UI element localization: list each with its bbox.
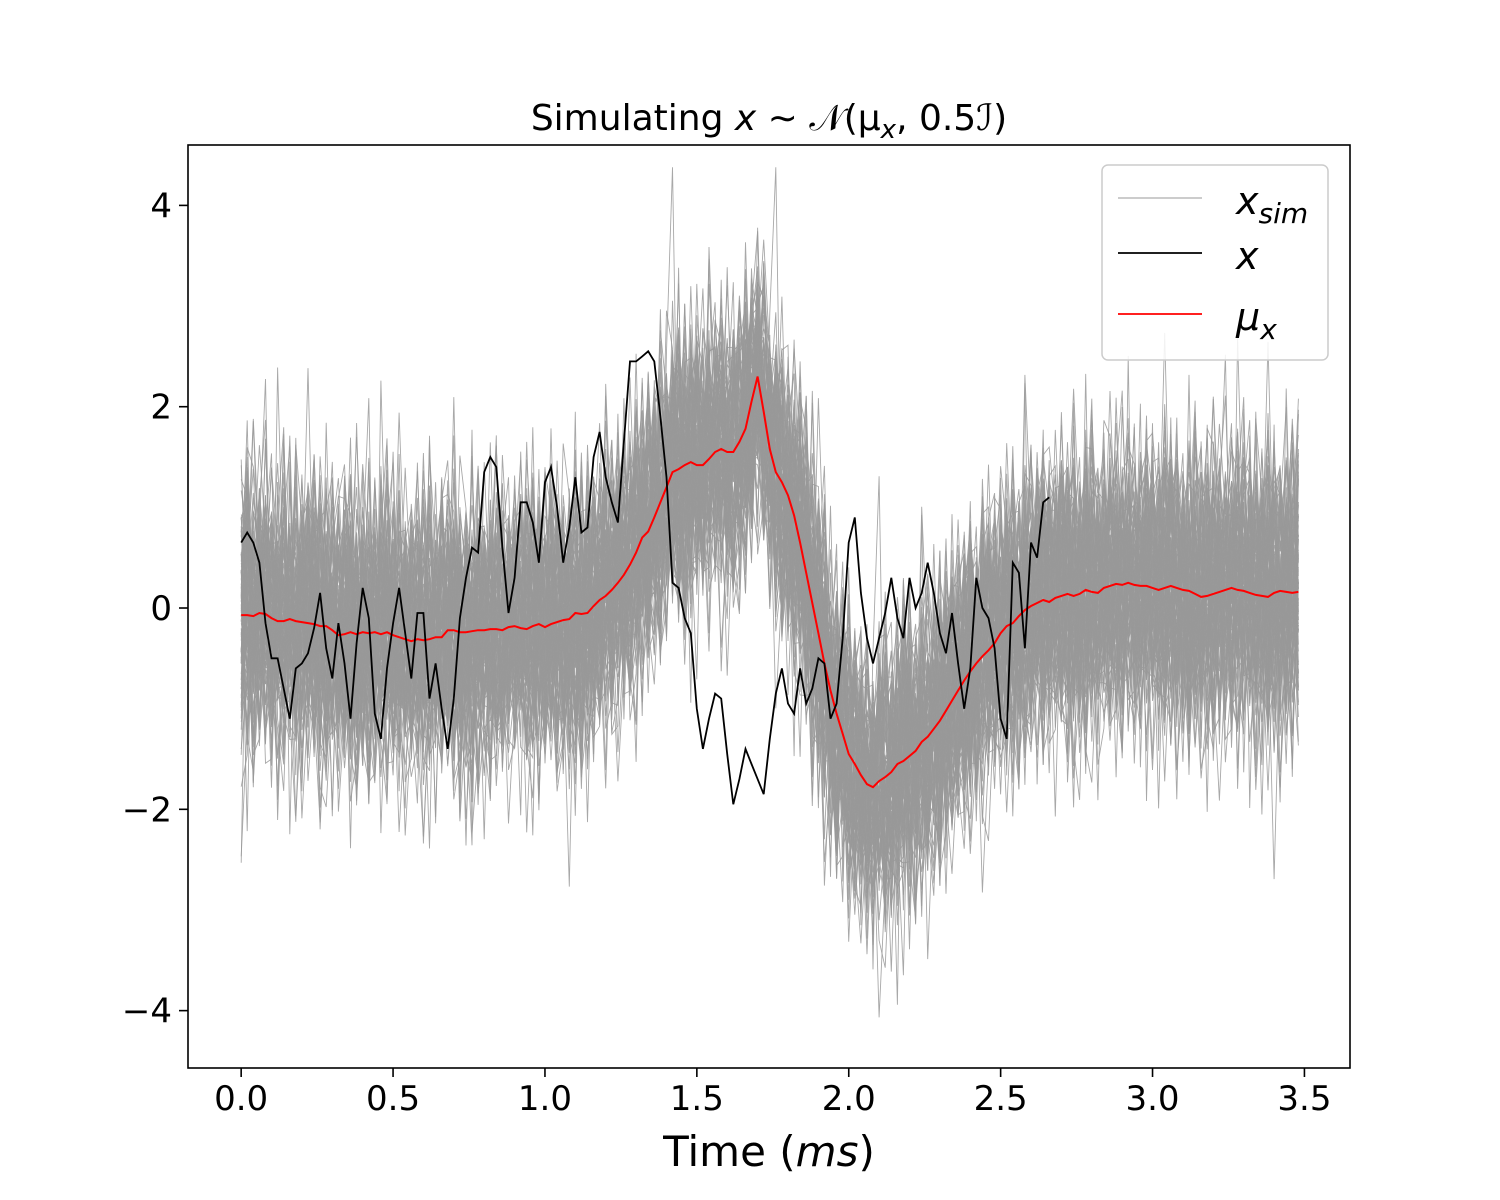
x-tick-label: 0.5 <box>366 1079 420 1119</box>
x-series-line <box>240 349 1050 805</box>
x-tick-label: 1.0 <box>518 1079 572 1119</box>
x-tick-label: 3.5 <box>1277 1079 1331 1119</box>
mu-x-series-line <box>241 376 1299 789</box>
title-var: x <box>734 98 757 139</box>
title-suffix: , 0.5ℐ) <box>896 98 1007 139</box>
sim-line <box>240 317 1299 914</box>
sim-line <box>240 285 1299 908</box>
x-line-group <box>240 349 1050 805</box>
chart-title: Simulating x ∼ 𝒩(μx, 0.5ℐ) <box>531 98 1007 145</box>
x-tick-label: 2.0 <box>822 1079 876 1119</box>
legend-label-main: x <box>1235 179 1259 223</box>
legend-label-sub: x <box>1259 313 1277 346</box>
y-tick-label: 4 <box>150 186 172 226</box>
legend-label-sub: sim <box>1259 197 1309 230</box>
xlabel-prefix: Time ( <box>662 1127 796 1176</box>
legend-label-x-sim: xsim <box>1235 179 1308 230</box>
legend-label-main: μ <box>1235 295 1260 339</box>
y-tick-label: 2 <box>150 388 172 428</box>
sim-line <box>240 347 1299 851</box>
x-tick-label: 3.0 <box>1125 1079 1179 1119</box>
x-tick-label: 1.5 <box>670 1079 724 1119</box>
sim-line <box>241 321 1299 877</box>
x-tick-label: 0.0 <box>214 1079 268 1119</box>
y-axis: −4 −2 0 2 4 <box>122 186 188 1032</box>
y-tick-label: 0 <box>150 589 172 629</box>
plot-frame <box>187 144 1351 1069</box>
title-prefix: Simulating <box>531 98 735 139</box>
mu-line-group <box>241 376 1299 789</box>
legend-box <box>1101 164 1329 361</box>
title-rest: ∼ 𝒩(μ <box>756 98 881 139</box>
sim-line <box>240 267 1299 919</box>
legend-label-mu-x: μx <box>1235 295 1277 346</box>
x-axis-label: Time (ms) <box>662 1127 875 1176</box>
sim-line <box>240 354 1299 884</box>
legend-label-main: x <box>1235 234 1259 278</box>
xlabel-suffix: ) <box>858 1127 874 1176</box>
title-sub: x <box>880 115 897 145</box>
legend-label-x: x <box>1235 234 1259 278</box>
x-tick-label: 2.5 <box>974 1079 1028 1119</box>
y-tick-label: −4 <box>122 992 172 1032</box>
xlabel-unit: ms <box>796 1127 859 1176</box>
x-axis: 0.0 0.5 1.0 1.5 2.0 2.5 3.0 3.5 <box>214 1068 1331 1119</box>
y-tick-label: −2 <box>122 790 172 830</box>
sim-line <box>240 297 1299 873</box>
